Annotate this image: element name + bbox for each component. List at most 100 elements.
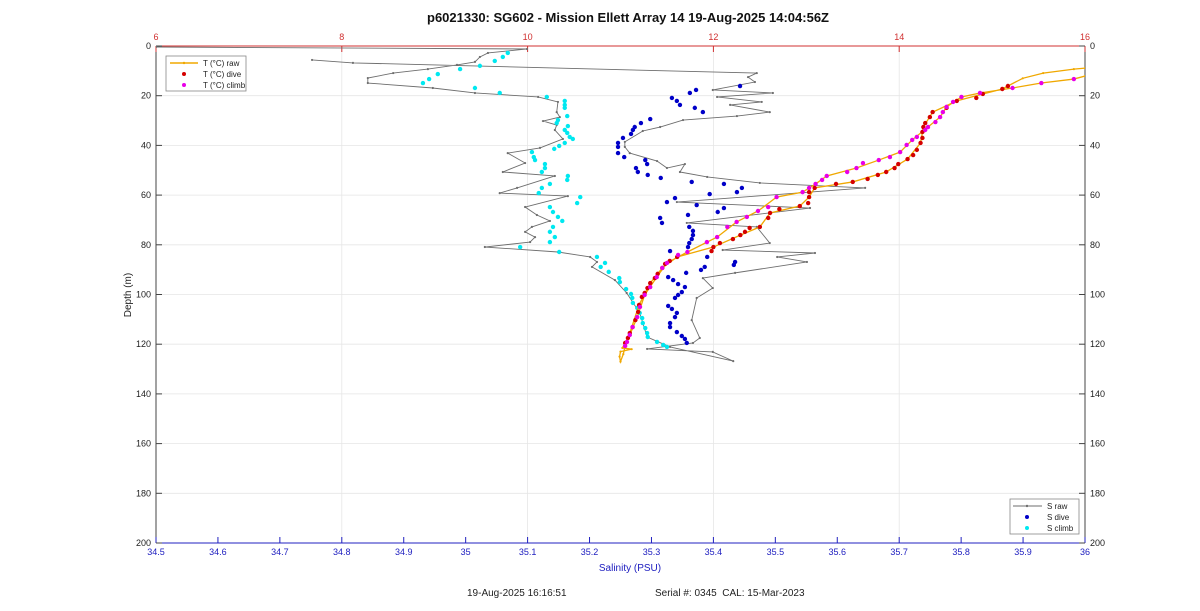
s-dive-point [734,189,740,195]
s-raw-point [555,111,558,114]
s-raw-point [628,152,631,155]
y-tick-label: 160 [136,439,151,449]
legend-marker-t-dive [182,72,186,76]
s-dive-point [628,131,634,137]
s-raw-point [706,175,709,179]
s-climb-point [554,120,559,126]
t-c-climb-point [977,90,983,96]
t-c-raw-point [618,355,621,358]
s-raw-point [698,336,701,340]
y-tick-label-right: 80 [1090,240,1100,250]
s-raw-point [655,159,659,163]
series-s-dive [615,83,745,346]
t-c-climb-point [642,292,647,298]
s-climb-point [628,291,634,297]
t-c-dive-point [730,236,736,242]
s-climb-point [532,157,538,163]
s-raw-point [768,111,771,114]
t-c-climb-point [624,339,630,345]
s-raw-point [535,213,538,217]
s-dive-point [687,90,693,96]
t-c-dive-point [711,244,716,250]
s-climb-point [505,50,510,56]
legend-box [165,55,247,92]
s-climb-point [617,279,623,285]
s-climb-point [560,218,565,224]
s-raw-point [681,118,685,122]
t-c-dive-point [914,147,920,153]
s-dive-point [721,205,727,211]
s-climb-point [606,269,611,275]
t-c-climb-point [933,119,938,125]
t-c-raw-line [618,67,1085,365]
t-c-dive-point [1000,86,1005,92]
s-raw-point [771,91,774,95]
s-raw-point [711,286,714,290]
s-raw-point [623,140,626,144]
s-raw-point [625,291,628,295]
x-tick-label: 35 [461,547,471,557]
s-raw-point [537,95,540,99]
s-dive-point [667,324,673,330]
t-c-climb-point [755,208,761,214]
x2-tick-label: 14 [894,32,904,42]
s-climb-point [556,143,562,149]
s-raw-point [659,125,662,129]
t-c-raw-point [1083,67,1085,70]
s-climb-point [550,209,556,215]
s-raw-point [716,95,719,99]
s-climb-point [547,204,553,210]
t-c-climb-point [887,154,893,160]
s-raw-point [711,350,714,354]
s-dive-point [635,169,641,175]
x-tick-label: 34.8 [333,547,351,557]
s-dive-point [687,224,692,230]
s-climb-point [517,244,523,250]
s-climb-point [539,185,545,191]
t-c-climb-point [714,234,720,240]
s-raw-point [678,170,682,174]
y-tick-label: 40 [141,140,151,150]
x-tick-label: 35.4 [705,547,723,557]
s-dive-point [669,306,675,312]
y-tick-label: 20 [141,91,151,101]
s-dive-point [698,267,704,273]
s-raw-point [701,276,704,280]
series-s-climb [420,50,670,350]
s-climb-point [547,239,553,245]
t-c-dive-point [883,169,889,175]
t-c-raw-point [1042,71,1045,75]
s-raw-point [553,174,556,178]
s-raw-point [561,137,565,141]
s-dive-point [685,212,691,218]
s-dive-point [645,172,650,178]
t-c-climb-point [734,219,739,225]
s-raw-point [683,162,687,166]
t-c-raw-point [619,350,622,353]
s-climb-point [552,234,558,240]
s-climb-point [426,76,432,82]
s-climb-point [654,339,660,345]
s-raw-point [524,205,527,209]
s-climb-point [500,54,506,60]
t-c-dive-point [757,224,763,230]
s-dive-point [679,333,685,339]
x-tick-label: 35.3 [643,547,661,557]
y-tick-label: 100 [136,290,151,300]
t-c-raw-point [1021,77,1024,80]
legend-marker-s-dive [1025,515,1029,519]
s-dive-point [694,202,699,208]
t-c-raw-point [1072,68,1075,71]
y-tick-label-right: 100 [1090,290,1105,300]
s-dive-point [684,340,689,346]
t-c-climb-point [819,177,825,183]
s-dive-point [665,303,671,309]
y-tick-label: 60 [141,190,151,200]
s-raw-point [776,255,779,259]
s-climb-point [630,300,636,306]
t-c-dive-point [954,98,959,104]
t-c-climb-point [950,99,956,105]
s-dive-point [643,157,648,163]
s-raw-point [455,63,459,66]
s-raw-point [366,76,369,80]
